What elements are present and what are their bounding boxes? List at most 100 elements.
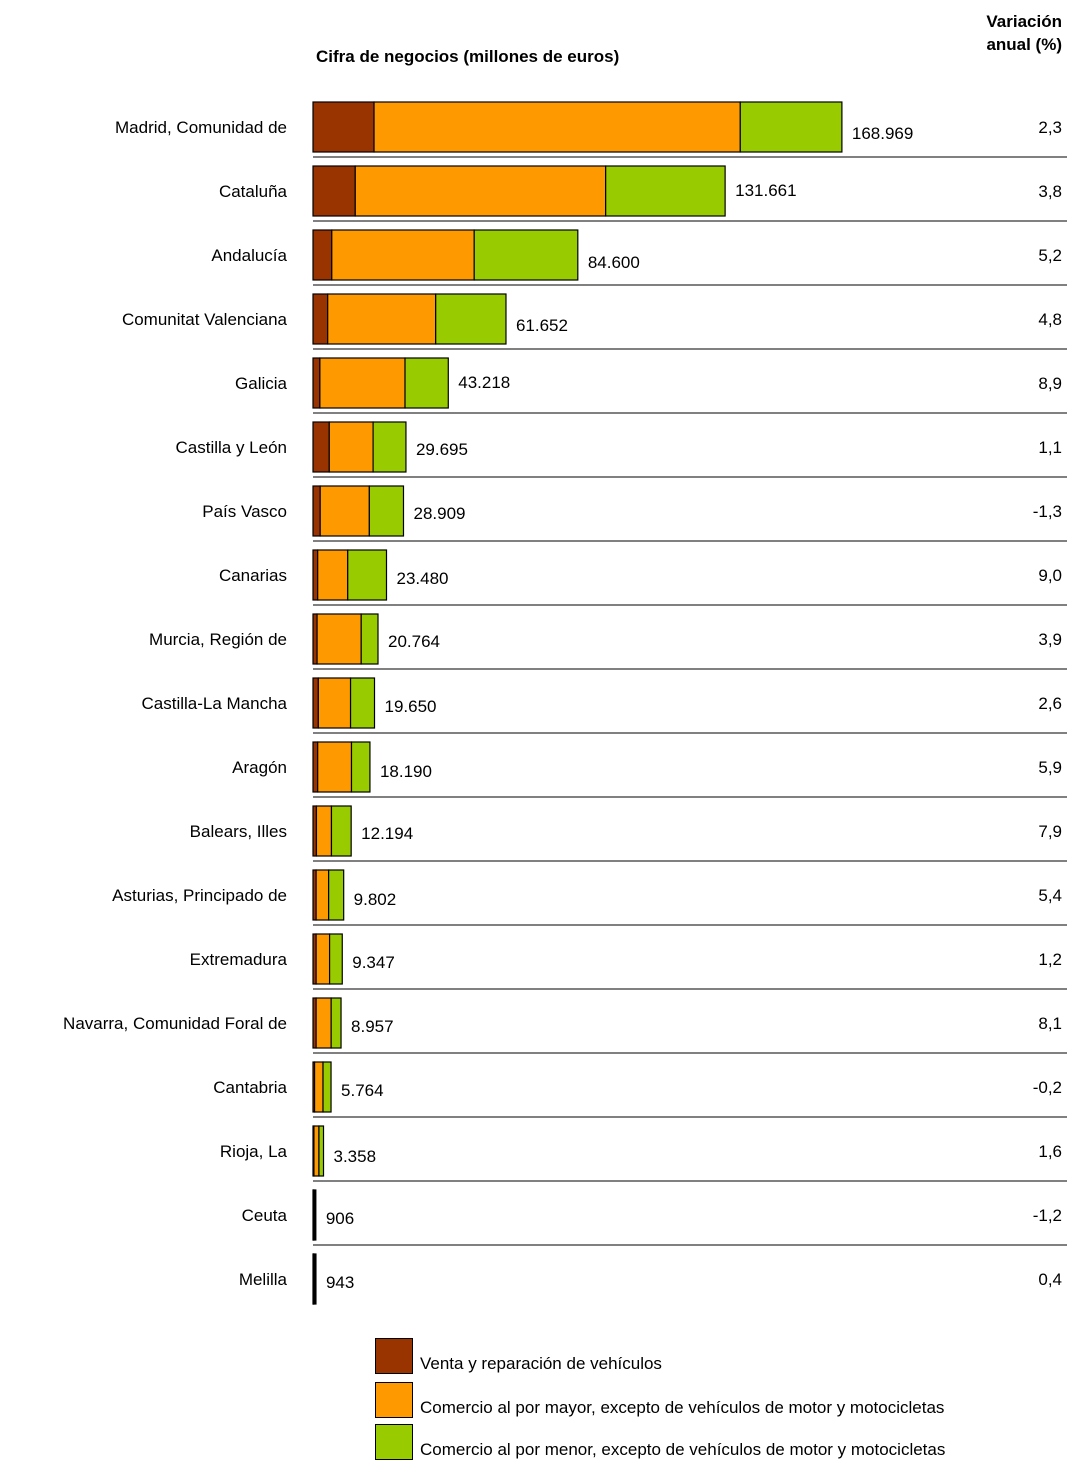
total-value-label: 168.969 [852,124,913,143]
category-label: Melilla [239,1270,288,1289]
bar-segment-mayor [318,550,348,600]
category-label: Comunitat Valenciana [122,310,288,329]
bar-segment-venta [313,166,355,216]
bar-segment-mayor [329,422,373,472]
stacked-bar-chart: Madrid, Comunidad de 168.969 2,3 Cataluña 13… [0,0,1067,1330]
bar-segment-venta [313,422,329,472]
bar-segment-menor [351,678,375,728]
legend-item-menor: Comercio al por menor, excepto de vehícu… [375,1424,1065,1460]
variation-value: 2,3 [1038,118,1062,137]
total-value-label: 61.652 [516,316,568,335]
total-value-label: 906 [326,1209,354,1228]
variation-value: 1,2 [1038,950,1062,969]
bar-segment-menor [740,102,842,152]
legend-swatch-mayor [375,1382,413,1418]
variation-value: 7,9 [1038,822,1062,841]
total-value-label: 18.190 [380,762,432,781]
total-value-label: 3.358 [334,1147,377,1166]
bar-segment-menor [330,934,343,984]
bar-segment-mayor [320,486,369,536]
bar-segment-mayor [316,870,329,920]
variation-value: 2,6 [1038,694,1062,713]
total-value-label: 19.650 [385,697,437,716]
total-value-label: 23.480 [396,569,448,588]
bar-segment-menor [331,998,341,1048]
bar-segment-menor [373,422,406,472]
bar-segment-menor [405,358,448,408]
bar-segment-mayor [316,998,331,1048]
bar-segment-mayor [332,230,474,280]
bar-segment-venta [313,550,318,600]
variation-value: 0,4 [1038,1270,1062,1289]
category-label: Navarra, Comunidad Foral de [63,1014,287,1033]
bar-segment-menor [474,230,578,280]
legend-label-mayor: Comercio al por mayor, excepto de vehícu… [420,1398,944,1418]
variation-value: 5,4 [1038,886,1062,905]
bar-segment-venta [313,486,320,536]
category-label: Ceuta [242,1206,288,1225]
bar-segment-menor [352,742,370,792]
category-label: Asturias, Principado de [112,886,287,905]
category-label: Madrid, Comunidad de [115,118,287,137]
category-label: Galicia [235,374,288,393]
bar-segment-mayor [315,1062,323,1112]
variation-value: 1,1 [1038,438,1062,457]
bar-segment-menor [361,614,378,664]
bar-segment-venta [313,614,317,664]
variation-value: 8,1 [1038,1014,1062,1033]
bar-segment-venta [313,358,320,408]
bar-segment-mayor [318,678,350,728]
bar-segment-menor [323,1062,331,1112]
variation-value: -1,3 [1033,502,1062,521]
category-label: Balears, Illes [190,822,287,841]
bar-segment-mayor [316,806,331,856]
bar-segment-mayor [320,358,405,408]
variation-value: 3,8 [1038,182,1062,201]
total-value-label: 9.802 [354,890,397,909]
bar-segment-mayor [317,614,361,664]
total-value-label: 5.764 [341,1081,384,1100]
bar-segment-menor [348,550,387,600]
legend-item-mayor: Comercio al por mayor, excepto de vehícu… [375,1382,1065,1418]
bar-segment-mayor [374,102,740,152]
category-label: País Vasco [202,502,287,521]
bar-segment-mayor [318,742,352,792]
bar-segment-mayor [314,1126,319,1176]
total-value-label: 84.600 [588,253,640,272]
total-value-label: 28.909 [413,504,465,523]
total-value-label: 43.218 [458,373,510,392]
category-label: Cataluña [219,182,288,201]
bar-segment-menor [436,294,506,344]
variation-value: 4,8 [1038,310,1062,329]
bar-segment-venta [313,102,374,152]
variation-value: 8,9 [1038,374,1062,393]
total-value-label: 131.661 [735,181,796,200]
category-label: Murcia, Región de [149,630,287,649]
total-value-label: 8.957 [351,1017,394,1036]
bar-segment-mayor [328,294,436,344]
legend-swatch-venta [375,1338,413,1374]
variation-value: -1,2 [1033,1206,1062,1225]
bar-segment-venta [313,742,318,792]
bar-segment-mayor [355,166,605,216]
variation-value: 5,9 [1038,758,1062,777]
total-value-label: 9.347 [352,953,395,972]
variation-value: 1,6 [1038,1142,1062,1161]
category-label: Aragón [232,758,287,777]
variation-value: -0,2 [1033,1078,1062,1097]
total-value-label: 12.194 [361,824,413,843]
category-label: Castilla-La Mancha [141,694,287,713]
category-label: Extremadura [190,950,288,969]
category-label: Castilla y León [175,438,287,457]
variation-value: 3,9 [1038,630,1062,649]
bar-segment-menor [606,166,725,216]
total-value-label: 29.695 [416,440,468,459]
bar-segment-menor [319,1126,324,1176]
bar-segment-menor [329,870,344,920]
category-label: Andalucía [211,246,287,265]
variation-value: 5,2 [1038,246,1062,265]
bar-segment-venta [313,230,332,280]
variation-value: 9,0 [1038,566,1062,585]
category-label: Cantabria [213,1078,287,1097]
total-value-label: 943 [326,1273,354,1292]
